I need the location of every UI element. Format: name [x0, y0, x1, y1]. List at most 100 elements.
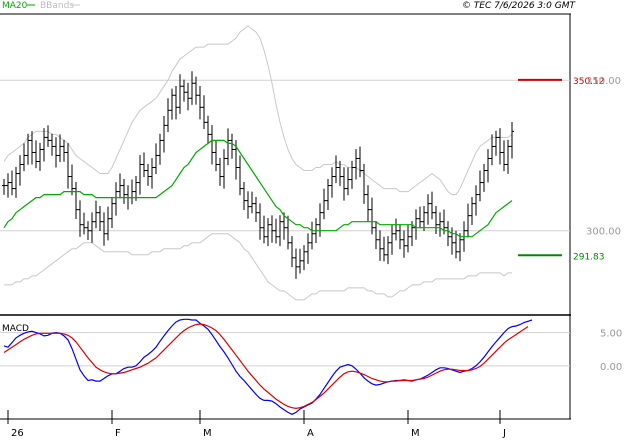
price-bar: [34, 140, 38, 169]
price-bar: [378, 230, 382, 261]
price-bar: [426, 194, 430, 225]
copyright-text: © TEC 7/6/2026 3:0 GMT: [462, 1, 577, 11]
macd-tick-label-0: 0.00: [600, 362, 622, 373]
price-bar: [446, 221, 450, 247]
price-bar: [106, 206, 110, 241]
price-bar: [26, 133, 30, 165]
price-bar: [478, 170, 482, 202]
ma20-layer: [3, 139, 513, 238]
price-bar: [310, 221, 314, 250]
price-bar: [10, 170, 14, 196]
price-bar: [246, 191, 250, 219]
price-bar: [286, 215, 290, 250]
price-bar: [174, 85, 178, 120]
price-bar: [374, 221, 378, 250]
price-bar: [202, 95, 206, 129]
price-bar: [210, 125, 214, 165]
price-bar: [282, 212, 286, 240]
price-bar: [102, 212, 106, 246]
price-bar: [406, 224, 410, 253]
price-bar: [30, 131, 34, 165]
price-bar: [386, 236, 390, 265]
price-bar: [186, 82, 190, 111]
price-bar: [86, 221, 90, 241]
price-bar: [134, 175, 138, 201]
macd-tick-label-5: 5.00: [600, 329, 622, 340]
price-bar: [342, 167, 346, 201]
price-bar: [490, 134, 494, 166]
price-bar: [422, 206, 426, 232]
price-bar: [74, 181, 78, 219]
price-bar: [470, 197, 474, 226]
bbands-upper-line: [3, 25, 513, 196]
price-bar: [454, 230, 458, 259]
x-tick-label: J: [502, 428, 506, 439]
price-bar: [194, 76, 198, 105]
price-bar: [346, 167, 350, 196]
price-bar: [98, 206, 102, 232]
price-bar: [266, 218, 270, 247]
price-bar: [502, 140, 506, 172]
price-bar: [226, 128, 230, 166]
price-bar: [150, 158, 154, 189]
price-bar: [358, 146, 362, 178]
price-bar: [178, 74, 182, 114]
price-bar: [398, 224, 402, 250]
price-bar: [138, 155, 142, 195]
price-bar: [54, 137, 58, 168]
price-bar: [18, 155, 22, 186]
price-bar: [214, 140, 218, 172]
price-bar: [114, 182, 118, 216]
price-bar: [482, 163, 486, 192]
price-bar: [58, 134, 62, 163]
bbands-lower-line: [4, 233, 512, 301]
price-bar: [510, 122, 514, 159]
support-level-label: 291.83: [573, 252, 605, 262]
price-bar: [242, 181, 246, 210]
price-bar: [90, 212, 94, 243]
x-tick-label: F: [115, 428, 121, 439]
price-bar: [494, 130, 498, 156]
price-bar: [66, 143, 70, 189]
price-bar: [78, 200, 82, 237]
price-bar: [278, 215, 282, 247]
price-bar: [198, 85, 202, 120]
price-bar: [154, 143, 158, 175]
price-bar: [302, 245, 306, 271]
price-bar: [22, 143, 26, 172]
price-bar: [458, 233, 462, 262]
price-bar: [110, 197, 114, 229]
price-bar: [382, 236, 386, 262]
price-bar: [438, 212, 442, 237]
price-bar: [298, 248, 302, 274]
macd-lines: [3, 318, 533, 415]
x-tick-label: A: [307, 428, 314, 439]
price-bar: [118, 173, 122, 199]
price-bar: [122, 178, 126, 204]
price-bar: [350, 160, 354, 189]
price-bar: [6, 173, 10, 198]
price-bar: [218, 157, 222, 186]
bbands-legend-label: BBands: [40, 1, 74, 11]
price-bar: [230, 133, 234, 159]
price-tick-label-300: 300.00: [586, 227, 621, 238]
price-bar: [146, 163, 150, 186]
price-bar: [338, 160, 342, 186]
price-bar: [70, 164, 74, 196]
price-bar: [362, 163, 366, 204]
price-bar: [474, 185, 478, 216]
price-bar: [190, 71, 194, 105]
price-bar: [46, 125, 50, 148]
price-bar: [506, 139, 510, 174]
price-bar: [2, 178, 6, 195]
signal-line: [3, 323, 529, 410]
price-bar: [158, 133, 162, 165]
ma20-legend-label: MA20: [2, 1, 28, 11]
price-bar: [370, 197, 374, 235]
price-bar: [206, 115, 210, 144]
price-bar: [390, 224, 394, 255]
bollinger-bands: [3, 25, 513, 301]
price-bar: [450, 227, 454, 255]
price-bar: [402, 230, 406, 258]
